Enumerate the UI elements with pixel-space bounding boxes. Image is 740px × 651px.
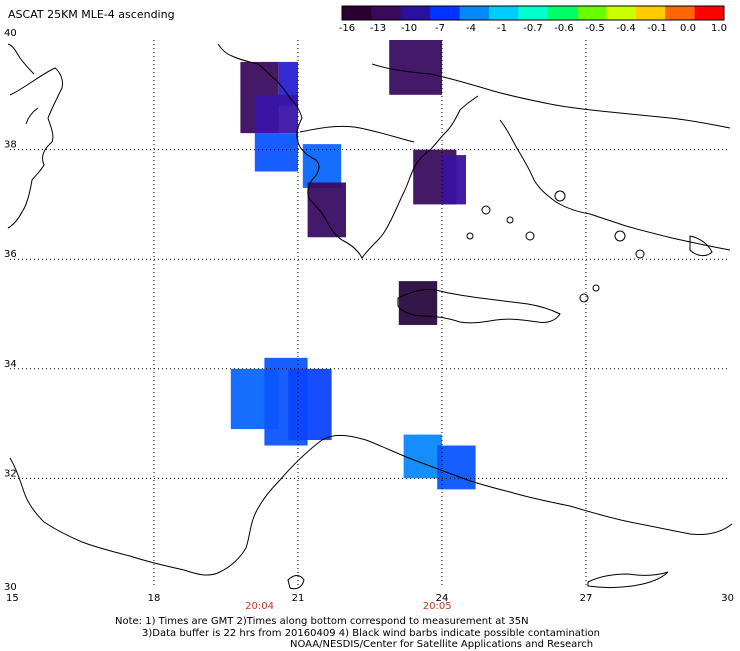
color-bar-label: -7 — [435, 23, 445, 34]
color-bar-segment — [635, 6, 666, 20]
color-bar-label: -0.7 — [523, 23, 543, 34]
color-bar-label: -16 — [339, 23, 355, 34]
latitude-tick-label: 30 — [4, 582, 17, 593]
note-line-1: Note: 1) Times are GMT 2)Times along bot… — [115, 616, 529, 627]
color-bar — [341, 5, 725, 21]
color-bar-label: -0.4 — [616, 23, 636, 34]
color-bar-segment — [518, 6, 549, 20]
wind-data-cells — [230, 40, 476, 490]
color-bar-labels: -16 -13 -10 -7 -4 -1 -0.7 -0.6 -0.5 -0.4 -0.1 0.0 1.… — [339, 23, 727, 34]
note-line-2: 3)Data buffer is 22 hrs from 20160409 4)… — [142, 628, 600, 639]
latitude-tick-label: 38 — [4, 140, 17, 151]
longitude-tick-label: 24 — [436, 593, 449, 604]
wind-data-cell — [307, 182, 346, 238]
color-bar-label: -13 — [370, 23, 386, 34]
time-labels: 20:04 20:05 — [245, 601, 451, 612]
latitude-tick-label: 36 — [4, 249, 17, 260]
latitude-labels: 40 38 36 34 32 30 — [4, 28, 17, 593]
map-title: ASCAT 25KM MLE-4 ascending — [8, 8, 175, 21]
wind-data-cell — [398, 281, 438, 325]
wind-data-cell — [389, 40, 442, 95]
wind-data-cell — [254, 133, 298, 172]
color-bar-label: 1.0 — [711, 23, 727, 34]
pass-time-label: 20:04 — [245, 601, 274, 612]
color-bar-label: -10 — [401, 23, 417, 34]
color-bar-segment — [547, 6, 578, 20]
longitude-tick-label: 18 — [148, 593, 161, 604]
wind-data-cell — [403, 434, 442, 479]
color-bar-segment — [342, 6, 372, 20]
wind-data-cell — [437, 445, 476, 490]
color-bar-segment — [400, 6, 431, 20]
color-bar-segment — [694, 6, 725, 20]
color-bar-label: 0.0 — [680, 23, 696, 34]
color-bar-segment — [606, 6, 637, 20]
color-bar-segment — [371, 6, 402, 20]
note-line-3: NOAA/NESDIS/Center for Satellite Applica… — [290, 639, 594, 650]
color-bar-label: -0.5 — [585, 23, 605, 34]
latitude-tick-label: 34 — [4, 359, 17, 370]
latitude-tick-label: 40 — [4, 28, 17, 39]
lat-lon-grid — [10, 40, 730, 588]
color-bar-segment — [665, 6, 696, 20]
longitude-labels: 15 18 21 24 27 30 — [6, 593, 734, 604]
coastline-outlines — [7, 43, 733, 590]
wind-data-cell — [442, 155, 466, 205]
longitude-tick-label: 15 — [6, 593, 19, 604]
wind-data-cell — [254, 94, 298, 134]
color-bar-label: -4 — [466, 23, 476, 34]
pass-time-label: 20:05 — [423, 601, 452, 612]
latitude-tick-label: 32 — [4, 468, 17, 479]
color-bar-segment — [430, 6, 461, 20]
color-bar-segment — [488, 6, 519, 20]
color-bar-segment — [459, 6, 490, 20]
wind-data-cell — [302, 144, 342, 188]
color-bar-label: -0.1 — [647, 23, 667, 34]
color-bar-segment — [577, 6, 607, 20]
longitude-tick-label: 30 — [721, 593, 734, 604]
longitude-tick-label: 27 — [580, 593, 593, 604]
color-bar-label: -0.6 — [554, 23, 574, 34]
wind-data-cell — [278, 61, 298, 106]
longitude-tick-label: 21 — [292, 593, 305, 604]
color-bar-label: -1 — [497, 23, 507, 34]
wind-data-cell — [288, 368, 332, 441]
